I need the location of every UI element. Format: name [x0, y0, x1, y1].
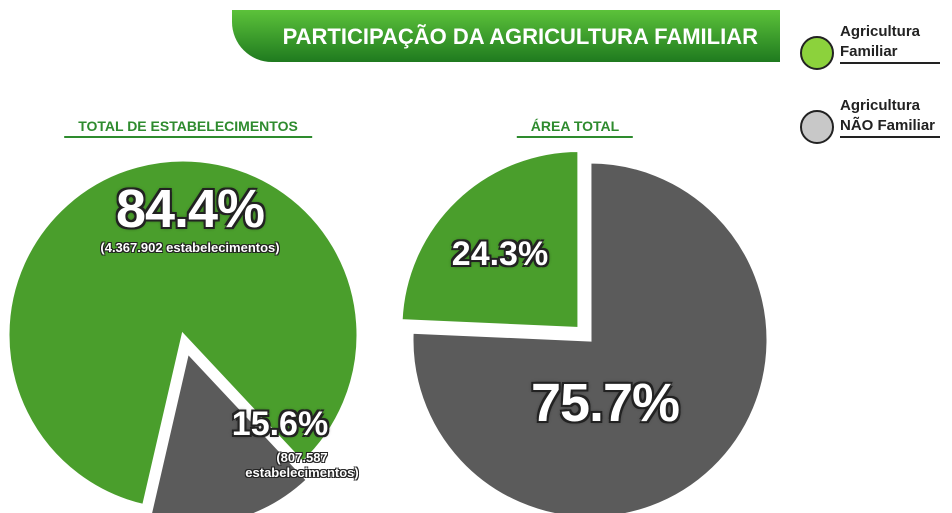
pie-title: TOTAL DE ESTABELECIMENTOS — [64, 118, 312, 138]
legend-swatch — [800, 36, 834, 70]
pie-slice — [6, 158, 360, 508]
value-label: 84.4% — [115, 179, 265, 239]
pie-slice — [399, 148, 581, 331]
value-label: 75.7% — [530, 373, 680, 433]
legend-label: Agricultura NÃO Familiar — [840, 96, 940, 138]
pie-title: ÁREA TOTAL — [516, 118, 634, 138]
value-label: 24.3% — [451, 235, 549, 273]
legend-label: Agricultura Familiar — [840, 22, 940, 64]
value-label: 15.6% — [231, 405, 329, 443]
legend-swatch — [800, 110, 834, 144]
pie-slice — [410, 160, 770, 513]
page-title: PARTICIPAÇÃO DA AGRICULTURA FAMILIAR — [232, 10, 780, 62]
pie-slice — [149, 349, 310, 513]
annotation: (4.367.902 estabelecimentos) — [100, 240, 280, 255]
annotation: (807.587 estabelecimentos) — [245, 450, 359, 480]
